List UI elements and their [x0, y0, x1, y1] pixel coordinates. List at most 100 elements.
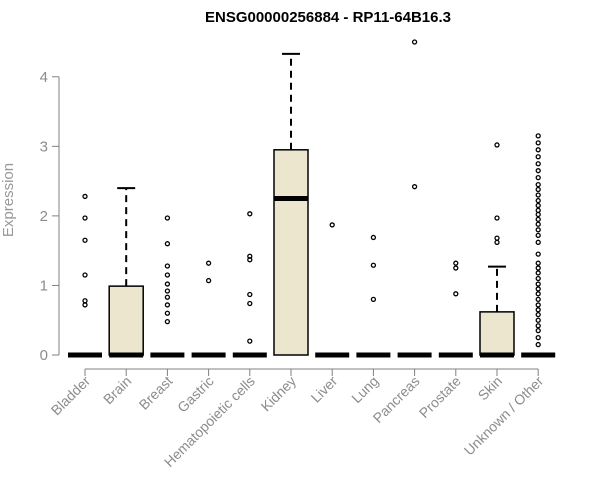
outlier-point	[329, 222, 335, 228]
outlier-point	[535, 133, 541, 139]
outlier-point	[535, 307, 541, 313]
outlier-point	[535, 286, 541, 292]
y-axis-label: Expression	[0, 163, 17, 237]
outlier-point	[453, 291, 459, 297]
outlier-point	[247, 300, 253, 307]
outlier-point	[535, 186, 541, 193]
outlier-point	[453, 265, 459, 271]
outlier-point	[247, 211, 253, 217]
outlier-point	[535, 312, 541, 318]
outlier-point	[164, 272, 171, 278]
box-group	[479, 142, 515, 358]
box-iqr	[479, 311, 515, 356]
outlier-point	[535, 328, 541, 334]
outlier-point	[535, 174, 541, 181]
outlier-point	[82, 237, 88, 243]
y-tick-label: 0	[40, 347, 48, 364]
y-axis: 0 1 2 3 4	[40, 69, 60, 364]
x-tick-label: Lung	[348, 373, 381, 406]
outlier-point	[247, 291, 253, 298]
outlier-point	[535, 232, 541, 239]
x-tick-label: Skin	[475, 373, 506, 404]
outlier-point	[164, 263, 171, 269]
box-group	[68, 193, 102, 358]
box-iqr	[108, 285, 144, 356]
outlier-point	[164, 302, 171, 308]
outlier-point	[535, 197, 541, 204]
outlier-point	[535, 341, 541, 348]
outlier-point	[535, 168, 541, 174]
outlier-point	[370, 234, 377, 241]
box-group	[356, 234, 391, 358]
outlier-point	[535, 251, 541, 257]
box-group	[273, 52, 309, 356]
outlier-point	[411, 39, 418, 45]
outlier-point	[164, 310, 171, 316]
box-group	[397, 39, 432, 358]
outlier-point	[82, 272, 88, 278]
outlier-point	[535, 281, 541, 287]
outlier-point	[535, 216, 541, 223]
outlier-point	[411, 184, 418, 190]
outlier-point	[535, 147, 541, 153]
y-tick-label: 4	[40, 69, 48, 86]
x-tick-label: Breast	[136, 373, 176, 413]
outlier-point	[164, 288, 171, 294]
box-series	[68, 39, 556, 358]
outlier-point	[535, 154, 541, 160]
outlier-point	[535, 192, 541, 198]
outlier-point	[535, 317, 541, 323]
box-group	[438, 260, 473, 358]
outlier-point	[205, 277, 212, 284]
box-group	[191, 260, 226, 358]
outlier-point	[535, 334, 541, 341]
outlier-point	[494, 215, 500, 221]
outlier-point	[535, 211, 541, 218]
box-group	[232, 211, 267, 358]
outlier-point	[535, 227, 541, 233]
outlier-point	[82, 193, 88, 200]
outlier-point	[535, 161, 541, 167]
chart-title: ENSG00000256884 - RP11-64B16.3	[205, 9, 451, 26]
outlier-point	[205, 260, 212, 266]
outlier-point	[370, 296, 377, 303]
outlier-point	[535, 207, 541, 213]
outlier-point	[164, 281, 171, 287]
outlier-point	[82, 298, 88, 304]
outlier-point	[164, 215, 171, 221]
outlier-point	[535, 260, 541, 266]
outlier-point	[247, 253, 253, 259]
outlier-point	[535, 202, 541, 209]
outlier-point	[370, 262, 377, 268]
x-tick-label: Brain	[100, 373, 134, 407]
outlier-point	[164, 294, 171, 300]
box-group	[521, 133, 556, 358]
outlier-point	[247, 338, 253, 344]
x-tick-label: Kidney	[258, 373, 300, 415]
x-tick-label: Liver	[308, 373, 341, 406]
outlier-point	[494, 235, 500, 241]
outlier-point	[82, 215, 88, 221]
outlier-point	[535, 270, 541, 276]
y-tick-label: 3	[40, 138, 48, 155]
box-iqr	[273, 149, 309, 356]
box-group	[108, 187, 144, 358]
box-group	[150, 215, 185, 358]
outlier-point	[164, 318, 171, 325]
outlier-point	[494, 239, 500, 245]
outlier-point	[535, 302, 541, 308]
y-tick-label: 1	[40, 277, 48, 294]
box-group	[315, 222, 350, 358]
x-tick-label: Prostate	[416, 373, 464, 421]
outlier-point	[535, 221, 541, 227]
outlier-point	[535, 265, 541, 271]
outlier-point	[535, 323, 541, 329]
y-tick-label: 2	[40, 208, 48, 225]
outlier-point	[535, 239, 541, 245]
outlier-point	[535, 296, 541, 303]
outlier-point	[494, 142, 500, 148]
outlier-point	[535, 291, 541, 297]
outlier-point	[82, 302, 88, 308]
